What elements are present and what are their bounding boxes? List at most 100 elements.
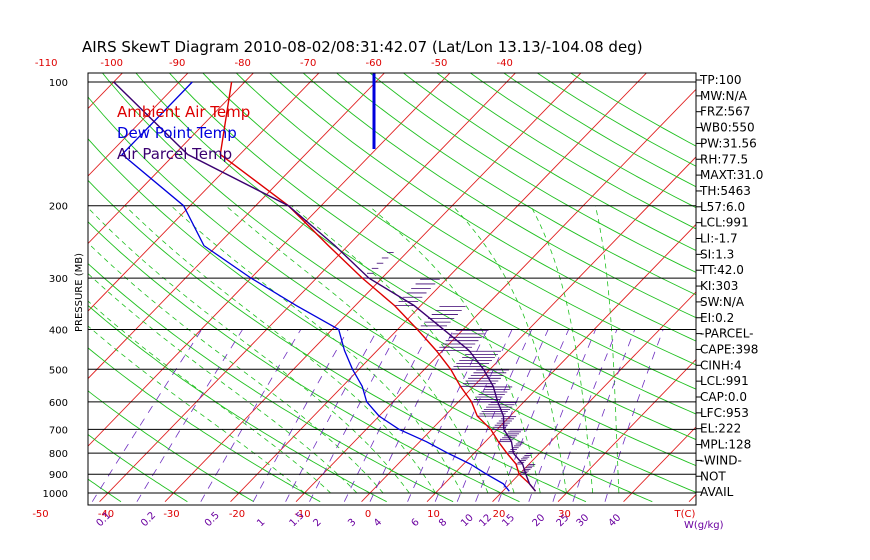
dry-adiabat — [88, 304, 387, 503]
dry-adiabat — [402, 73, 696, 251]
moist-adiabat — [530, 205, 594, 494]
index-label: -WIND- — [700, 453, 742, 467]
mixing-ratio-line — [369, 329, 455, 502]
dry-adiabat — [88, 347, 321, 503]
mixing-ratio-line — [252, 329, 349, 502]
mixing-ratio-line — [309, 329, 400, 502]
top-temp-tick-label: -60 — [365, 58, 381, 69]
index-label: TT:42.0 — [699, 263, 744, 277]
mixing-ratio-tick-label: 0.2 — [139, 510, 158, 529]
dry-adiabat — [88, 96, 696, 493]
dry-adiabat — [302, 73, 696, 319]
index-label: CINH:4 — [700, 358, 742, 372]
top-temp-tick-label: -40 — [496, 58, 512, 69]
top-temp-tick-label: -80 — [234, 58, 250, 69]
ambient-air-temp-line — [219, 81, 537, 492]
index-label: CAP:0.0 — [700, 390, 747, 404]
isotherm-line — [361, 156, 696, 503]
index-label: -PARCEL- — [700, 327, 754, 341]
dry-adiabat — [88, 434, 188, 503]
mixing-ratio-tick-label: 3 — [346, 517, 358, 529]
mixing-ratio-tick-label: 1 — [255, 517, 267, 529]
isotherm-line — [492, 291, 696, 503]
index-label: NOT — [700, 469, 726, 483]
bottom-temp-tick-label: -20 — [229, 509, 245, 520]
mixing-ratio-tick-label: 30 — [575, 512, 592, 529]
index-label: L57:6.0 — [700, 200, 745, 214]
index-label: EI:0.2 — [700, 311, 734, 325]
legend-entry: Dew Point Temp — [117, 124, 237, 142]
pressure-tick-label: 800 — [49, 449, 68, 460]
index-label: WB0:550 — [700, 121, 755, 135]
isotherm-line — [295, 88, 696, 503]
mixing-ratio-line — [407, 329, 488, 502]
dry-adiabat — [269, 73, 696, 342]
index-label: LI:-1.7 — [700, 232, 738, 246]
isotherm-line — [0, 63, 1, 502]
pressure-tick-label: 500 — [49, 365, 68, 376]
y-axis-label: PRESSURE (MB) — [74, 253, 85, 332]
pressure-tick-label: 600 — [49, 398, 68, 409]
bottom-temp-tick-label: 20 — [493, 509, 506, 520]
top-temp-tick-label: -50 — [431, 58, 447, 69]
index-label: MAXT:31.0 — [700, 168, 763, 182]
bottom-temp-tick-label: -50 — [32, 509, 48, 520]
mixing-ratio-line — [475, 329, 549, 502]
dry-adiabat — [503, 73, 696, 188]
bottom-temp-tick-label: 0 — [365, 509, 371, 520]
mixing-ratio-line — [136, 329, 243, 502]
dew-point-temp-line — [121, 81, 510, 492]
mixing-ratio-tick-label: 10 — [459, 512, 476, 529]
moist-adiabat — [225, 205, 489, 494]
mixing-ratio-tick-label: 6 — [409, 517, 421, 529]
index-label: SI:1.3 — [700, 247, 734, 261]
pressure-tick-label: 900 — [49, 470, 68, 481]
top-temp-tick-label: -100 — [100, 58, 123, 69]
index-label: TP:100 — [699, 73, 742, 87]
isotherm-line — [230, 73, 648, 503]
isotherm-line — [88, 73, 189, 177]
index-label: LCL:991 — [700, 374, 749, 388]
mixing-ratio-line — [498, 329, 570, 502]
dry-adiabat — [88, 262, 454, 503]
index-label: PW:31.56 — [700, 136, 757, 150]
mixing-ratio-line — [200, 329, 302, 502]
mixing-ratio-line — [343, 329, 431, 502]
isotherm-line — [99, 73, 517, 503]
mixing-ratio-axis-label: W(g/kg) — [684, 520, 724, 531]
pressure-tick-label: 1000 — [43, 489, 68, 500]
mixing-ratio-line — [91, 329, 203, 502]
isotherm-line — [164, 73, 582, 503]
dry-adiabat — [202, 73, 696, 390]
grid — [0, 63, 870, 503]
dry-adiabat — [0, 63, 55, 502]
index-label: KI:303 — [700, 279, 738, 293]
mixing-ratio-line — [456, 329, 533, 502]
bottom-temp-tick-label: -40 — [98, 509, 114, 520]
air-parcel-temp-line — [113, 81, 537, 492]
pressure-tick-label: 700 — [49, 425, 68, 436]
top-temp-tick-label: -110 — [35, 58, 58, 69]
bottom-temp-tick-label: 30 — [558, 509, 571, 520]
isotherm-line — [623, 426, 696, 503]
dry-adiabat — [335, 73, 696, 296]
index-label: FRZ:567 — [700, 105, 750, 119]
mixing-ratio-tick-label: 20 — [531, 512, 548, 529]
legend-entry: Ambient Air Temp — [117, 103, 250, 121]
index-label: EL:222 — [700, 422, 741, 436]
isotherm-line — [88, 73, 386, 380]
moist-adiabat — [88, 273, 358, 494]
bottom-temp-tick-label: -10 — [294, 509, 310, 520]
isotherm-line — [557, 358, 696, 503]
isotherm-line — [755, 63, 870, 502]
legend-entry: Air Parcel Temp — [117, 145, 232, 163]
plot-frame — [87, 72, 697, 506]
bottom-temp-tick-label: -30 — [163, 509, 179, 520]
dry-adiabat — [101, 73, 696, 467]
top-temp-tick-label: -90 — [169, 58, 185, 69]
dry-adiabat — [88, 390, 255, 503]
index-label: CAPE:398 — [700, 342, 758, 356]
moist-adiabat — [88, 325, 305, 494]
